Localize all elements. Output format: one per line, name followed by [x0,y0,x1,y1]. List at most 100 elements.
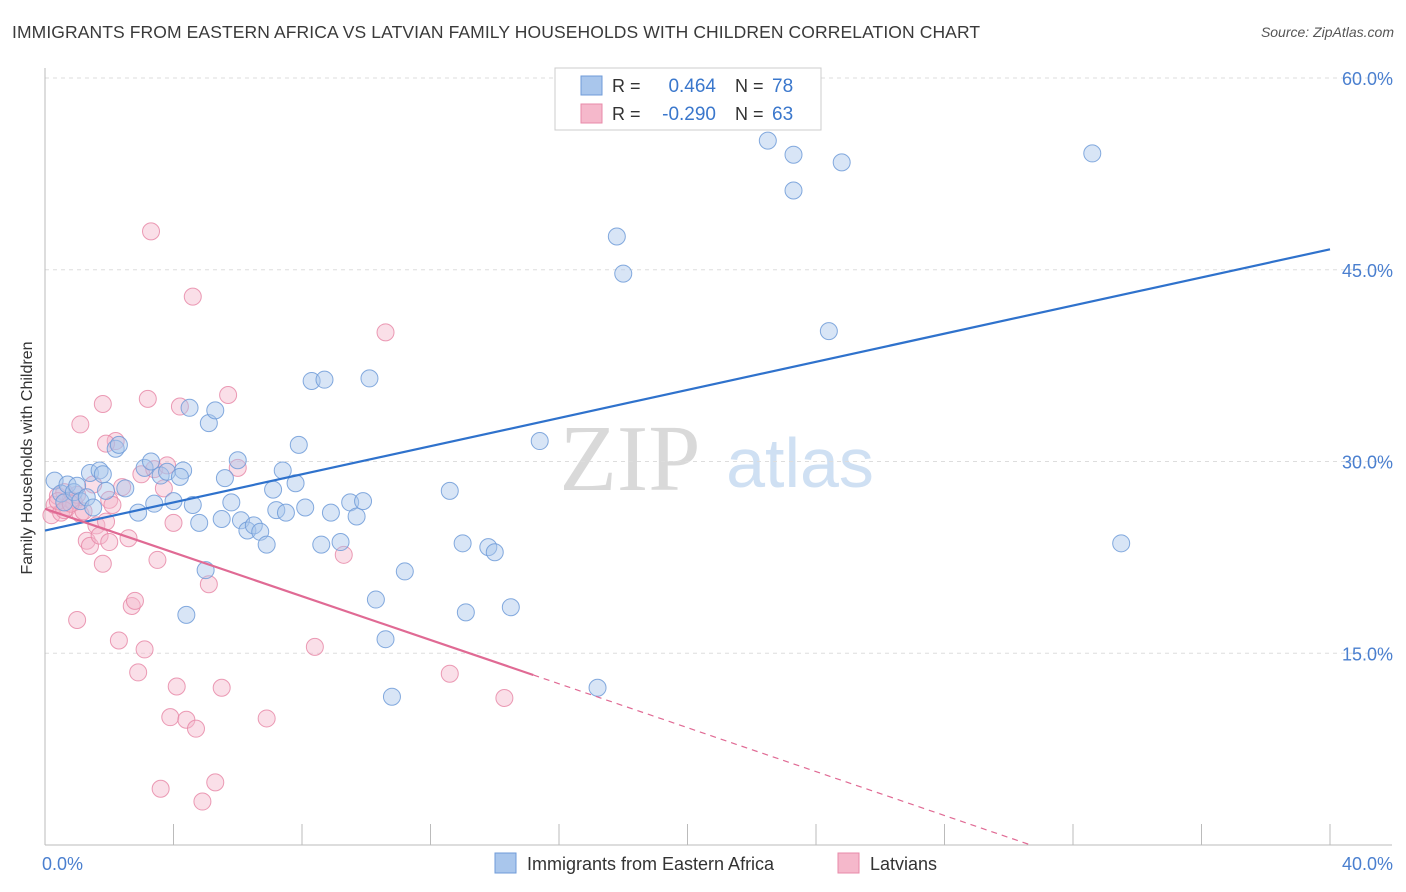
data-point [440,664,459,683]
data-point [440,481,459,500]
data-point [93,554,112,573]
data-point [832,153,851,172]
trend-line-latvians-extension [533,674,1031,846]
data-point [161,708,180,727]
legend-swatch-eastern-africa [494,852,517,874]
axes [44,68,1392,846]
data-point [138,389,157,408]
data-point [109,435,128,454]
data-point [219,386,238,405]
data-point [212,510,231,529]
data-point [206,401,225,420]
data-point [501,598,520,617]
data-point [366,590,385,609]
data-point [360,369,379,388]
data-point [321,503,340,522]
data-point [244,516,263,535]
data-point [276,503,295,522]
data-point [376,630,395,649]
data-point [58,475,77,494]
legend-n-label: N = [735,104,764,124]
data-point [93,394,112,413]
data-point [758,131,777,150]
data-point [395,562,414,581]
data-point [183,287,202,306]
data-point [456,603,475,622]
data-point [151,779,170,798]
data-point [170,397,189,416]
data-point [212,678,231,697]
data-point [199,575,218,594]
data-point [142,452,161,471]
data-point [77,488,96,507]
data-point [257,535,276,554]
data-point [485,543,504,562]
data-point [97,434,116,453]
data-point [135,458,154,477]
data-point [129,663,148,682]
series-latvians [42,222,514,811]
data-point [607,227,626,246]
legend-n-label: N = [735,76,764,96]
legend-r-value: -0.290 [662,104,716,125]
data-point [116,479,135,498]
data-point [193,792,212,811]
data-point [257,709,276,728]
data-point [180,398,199,417]
data-point [382,687,401,706]
data-point [228,458,247,477]
legend-r-value: 0.464 [668,76,716,97]
data-point [819,322,838,341]
legend-swatch-pink [580,103,603,124]
y-tick-label: 30.0% [1342,453,1393,473]
trend-line-eastern-africa [44,248,1331,532]
data-point [289,435,308,454]
tick-labels: 15.0% 30.0% 45.0% 60.0% 0.0% 40.0% [42,69,1393,874]
grid-lines [45,77,1392,654]
data-point [122,596,141,615]
data-point [784,145,803,164]
legend-r-label: R = [612,104,641,124]
data-point [177,605,196,624]
data-point [215,469,234,488]
data-point [1112,534,1131,553]
legend-n-value: 78 [772,76,793,97]
trend-line-latvians [44,507,534,677]
data-point [206,773,225,792]
stats-legend: R = 0.464 N = 78 R = -0.290 N = 63 [554,67,822,131]
data-point [614,264,633,283]
series-eastern-africa [45,131,1131,706]
data-point [135,640,154,659]
data-point [312,535,331,554]
legend-label-latvians: Latvians [870,854,937,874]
watermark-atlas: atlas [726,424,874,502]
data-point [588,678,607,697]
trend-lines [44,248,1331,846]
x-tick-label: 0.0% [42,854,83,874]
series-legend: Immigrants from Eastern Africa Latvians [494,852,937,874]
data-point [1083,144,1102,163]
data-point [170,467,189,486]
data-point [145,494,164,513]
data-point [354,492,373,511]
data-point [222,493,241,512]
data-point [264,480,283,499]
data-point [93,465,112,484]
data-point [68,611,87,630]
y-tick-label: 15.0% [1342,644,1393,664]
legend-swatch-blue [580,75,603,96]
data-point [142,222,161,241]
source-label: Source: ZipAtlas.com [1260,24,1394,40]
watermark-zip: ZIP [560,407,701,511]
y-tick-label: 60.0% [1342,69,1393,89]
data-point [784,181,803,200]
data-point [100,533,119,552]
data-point [183,495,202,514]
legend-swatch-latvians [837,852,860,874]
data-point [109,631,128,650]
data-point [331,533,350,552]
data-point [453,534,472,553]
data-point [68,476,87,495]
chart-title: IMMIGRANTS FROM EASTERN AFRICA VS LATVIA… [12,22,981,42]
